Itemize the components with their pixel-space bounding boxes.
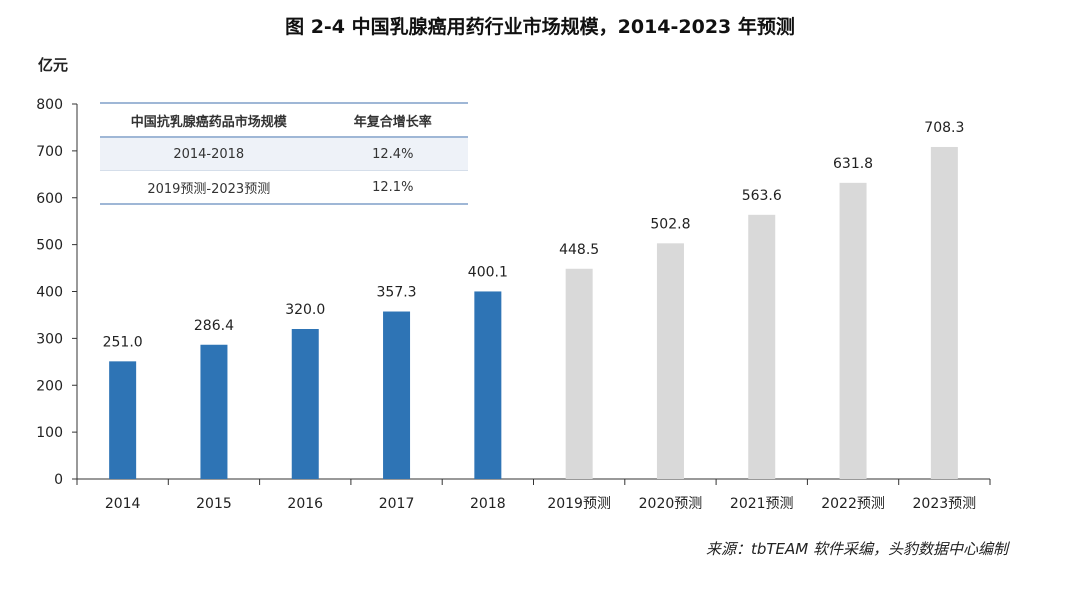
cagr-period: 2014-2018 xyxy=(100,137,318,171)
y-tick-label: 800 xyxy=(36,97,63,113)
value-labels: 251.0 286.4 320.0 357.3 400.1 448.5 502.8 563.6… xyxy=(103,120,965,350)
y-tick-label: 0 xyxy=(54,472,63,488)
bar-value-label: 448.5 xyxy=(559,242,599,258)
axes xyxy=(72,103,991,485)
y-tick-label: 400 xyxy=(36,285,63,301)
x-tick-label: 2020预测 xyxy=(639,496,703,512)
bar xyxy=(748,214,776,479)
bar xyxy=(383,311,411,479)
bar-value-label: 502.8 xyxy=(650,216,690,232)
bar xyxy=(839,182,867,479)
cagr-header-market: 中国抗乳腺癌药品市场规模 xyxy=(100,102,318,138)
bar xyxy=(656,243,684,479)
bar xyxy=(109,361,137,479)
cagr-header-growth: 年复合增长率 xyxy=(317,102,468,138)
x-tick-label: 2019预测 xyxy=(547,496,611,512)
x-tick-label: 2018 xyxy=(470,496,506,512)
chart-title: 图 2-4 中国乳腺癌用药行业市场规模，2014-2023 年预测 xyxy=(285,16,795,38)
x-tick-label: 2021预测 xyxy=(730,496,794,512)
source-note: 来源：tbTEAM 软件采编，头豹数据中心编制 xyxy=(705,540,1008,558)
y-tick-label: 500 xyxy=(36,238,63,254)
x-tick-label: 2015 xyxy=(196,496,232,512)
cagr-period: 2019预测-2023预测 xyxy=(100,170,318,205)
y-tick-label: 200 xyxy=(36,378,63,394)
cagr-rate: 12.4% xyxy=(317,137,468,171)
bar-value-label: 400.1 xyxy=(468,264,508,280)
bar-value-label: 708.3 xyxy=(924,120,964,136)
x-tick-label: 2014 xyxy=(105,496,141,512)
y-axis-unit: 亿元 xyxy=(38,56,69,74)
bar-value-label: 251.0 xyxy=(103,334,143,350)
bar-value-label: 357.3 xyxy=(377,285,417,301)
bar xyxy=(474,291,502,479)
cagr-table: 中国抗乳腺癌药品市场规模 年复合增长率 2014-2018 12.4% 2019… xyxy=(100,102,468,205)
bar xyxy=(291,329,319,479)
cagr-table-header: 中国抗乳腺癌药品市场规模 年复合增长率 xyxy=(100,102,468,138)
x-tick-label: 2022预测 xyxy=(821,496,885,512)
y-tick-label: 100 xyxy=(36,425,63,441)
bar-value-label: 320.0 xyxy=(285,302,325,318)
bar-value-label: 563.6 xyxy=(742,188,782,204)
x-tick-label: 2023预测 xyxy=(913,496,977,512)
cagr-rate: 12.1% xyxy=(317,170,468,205)
x-tick-label: 2017 xyxy=(379,496,415,512)
bar-value-label: 286.4 xyxy=(194,318,234,334)
cagr-table-row: 2019预测-2023预测 12.1% xyxy=(100,170,468,205)
bar xyxy=(565,268,593,479)
cagr-table-row: 2014-2018 12.4% xyxy=(100,137,468,171)
y-tick-label: 600 xyxy=(36,191,63,207)
bars xyxy=(109,146,958,479)
bar-value-label: 631.8 xyxy=(833,156,873,172)
tick-labels: 0 100 200 300 400 500 600 700 800 2014 2015 2016 201… xyxy=(36,97,976,512)
y-tick-label: 700 xyxy=(36,144,63,160)
x-tick-label: 2016 xyxy=(287,496,323,512)
bar xyxy=(200,344,228,479)
y-tick-label: 300 xyxy=(36,331,63,347)
bar xyxy=(930,146,958,479)
